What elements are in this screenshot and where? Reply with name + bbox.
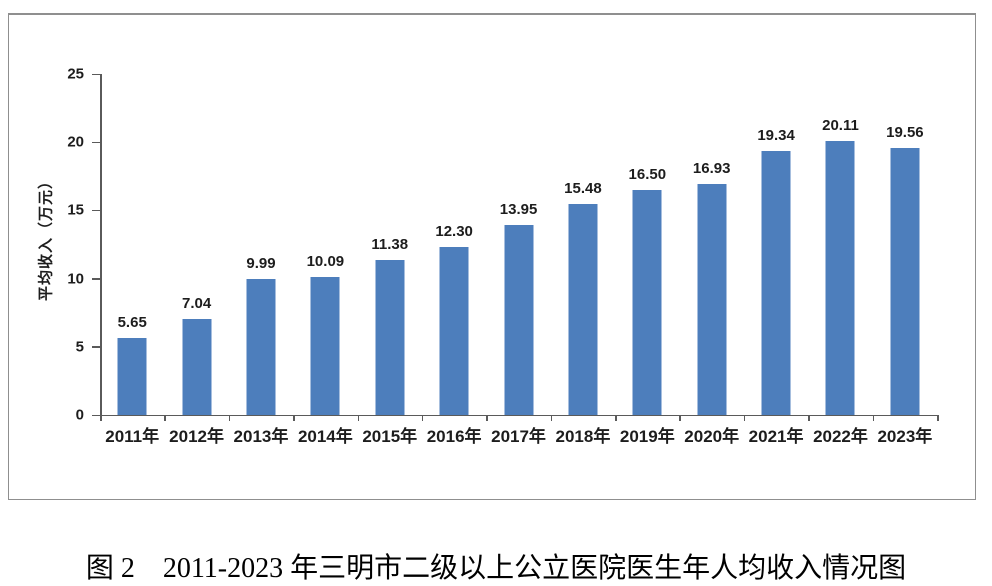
x-axis-label: 2017年 — [491, 427, 546, 446]
bar-2012年 — [182, 318, 212, 415]
x-axis-label: 2021年 — [748, 427, 804, 446]
bar-2014年 — [310, 277, 340, 415]
y-tick-label: 15 — [67, 201, 84, 219]
x-axis-label: 2013年 — [233, 427, 289, 446]
y-tick-mark — [92, 346, 100, 348]
bar-2011年 — [117, 337, 147, 415]
x-axis-label: 2023年 — [877, 427, 933, 446]
x-tick-mark — [357, 415, 360, 421]
bar-group: 9.99 2013年 — [229, 74, 293, 445]
figure-frame: 平均收入（万元） 0 5 10 15 20 25 5.65 2011年 7.04 2012年 9.… — [8, 13, 976, 500]
bar-group: 7.04 2012年 — [164, 74, 228, 445]
bar-group: 16.50 2019年 — [615, 74, 679, 445]
bar-value-label: 19.34 — [757, 127, 795, 145]
y-tick-mark — [92, 414, 100, 416]
y-tick-label: 0 — [75, 406, 84, 424]
y-tick-mark — [92, 141, 100, 144]
y-tick-label: 5 — [75, 338, 84, 356]
x-tick-mark — [743, 415, 746, 421]
plot-area: 0 5 10 15 20 25 5.65 2011年 7.04 2012年 9.99 2013年 10… — [67, 67, 939, 445]
bar-2019年 — [632, 189, 662, 415]
bar-group: 19.56 2023年 — [873, 74, 937, 445]
x-tick-mark — [615, 415, 617, 421]
x-axis-line — [100, 414, 937, 416]
bar-value-label: 12.30 — [435, 223, 473, 241]
y-tick-mark — [92, 209, 100, 212]
bar-2015年 — [375, 259, 405, 415]
bar-value-label: 5.65 — [117, 313, 147, 331]
y-tick-label: 20 — [67, 133, 84, 151]
bar-value-label: 16.50 — [628, 165, 667, 183]
bar-2013年 — [246, 278, 276, 415]
bar-value-label: 16.93 — [692, 160, 731, 178]
x-axis-label: 2020年 — [684, 427, 740, 446]
bars-container: 5.65 2011年 7.04 2012年 9.99 2013年 10.09 2014年 11.… — [100, 74, 937, 445]
bar-group: 5.65 2011年 — [100, 74, 164, 445]
bar-value-label: 10.09 — [306, 253, 345, 271]
bar-value-label: 11.38 — [371, 235, 409, 253]
x-axis-label: 2018年 — [555, 427, 611, 446]
bar-value-label: 20.11 — [822, 116, 859, 134]
bar-value-label: 15.48 — [564, 179, 602, 197]
x-tick-mark — [100, 415, 102, 421]
x-tick-mark — [228, 415, 231, 421]
x-tick-mark — [679, 415, 681, 421]
bar-group: 20.11 2022年 — [808, 74, 872, 445]
bar-group: 10.09 2014年 — [293, 74, 357, 445]
x-tick-mark — [293, 415, 295, 421]
y-tick-label: 10 — [67, 270, 84, 288]
x-tick-mark — [872, 415, 875, 421]
bar-2021年 — [761, 151, 791, 415]
x-tick-mark — [164, 415, 166, 421]
bar-2016年 — [439, 247, 469, 415]
x-axis-label: 2012年 — [169, 427, 224, 446]
x-tick-mark — [486, 415, 488, 421]
y-tick-mark — [92, 278, 100, 280]
bar-group: 16.93 2020年 — [680, 74, 744, 445]
x-axis-label: 2016年 — [426, 427, 482, 446]
bar-value-label: 9.99 — [246, 254, 276, 272]
x-axis-label: 2019年 — [619, 427, 675, 446]
x-tick-mark — [421, 415, 424, 421]
y-tick-mark — [92, 73, 100, 75]
bar-group: 15.48 2018年 — [551, 74, 615, 445]
figure-caption: 图 2 2011-2023 年三明市二级以上公立医院医生年人均收入情况图 — [85, 553, 907, 584]
x-tick-mark — [550, 415, 553, 421]
x-axis-label: 2015年 — [362, 427, 418, 446]
x-axis-label: 2022年 — [813, 427, 868, 446]
y-tick-label: 25 — [67, 65, 84, 83]
x-axis-label: 2011年 — [105, 427, 160, 446]
bar-group: 11.38 2015年 — [358, 74, 422, 445]
x-axis-label: 2014年 — [297, 427, 353, 446]
x-tick-mark — [937, 415, 939, 421]
bar-value-label: 7.04 — [181, 294, 212, 312]
y-axis-title: 平均收入（万元） — [37, 172, 55, 302]
bar-group: 12.30 2016年 — [422, 74, 486, 445]
bar-group: 13.95 2017年 — [486, 74, 550, 445]
bar-value-label: 19.56 — [886, 124, 924, 142]
x-tick-mark — [808, 415, 810, 421]
y-axis-line — [100, 74, 102, 415]
bar-2020年 — [697, 184, 727, 415]
bar-value-label: 13.95 — [499, 200, 538, 218]
bar-2022年 — [825, 140, 855, 415]
bar-2023年 — [890, 148, 920, 415]
bar-2017年 — [504, 224, 534, 415]
bar-group: 19.34 2021年 — [744, 74, 808, 445]
bar-2018年 — [568, 203, 598, 415]
